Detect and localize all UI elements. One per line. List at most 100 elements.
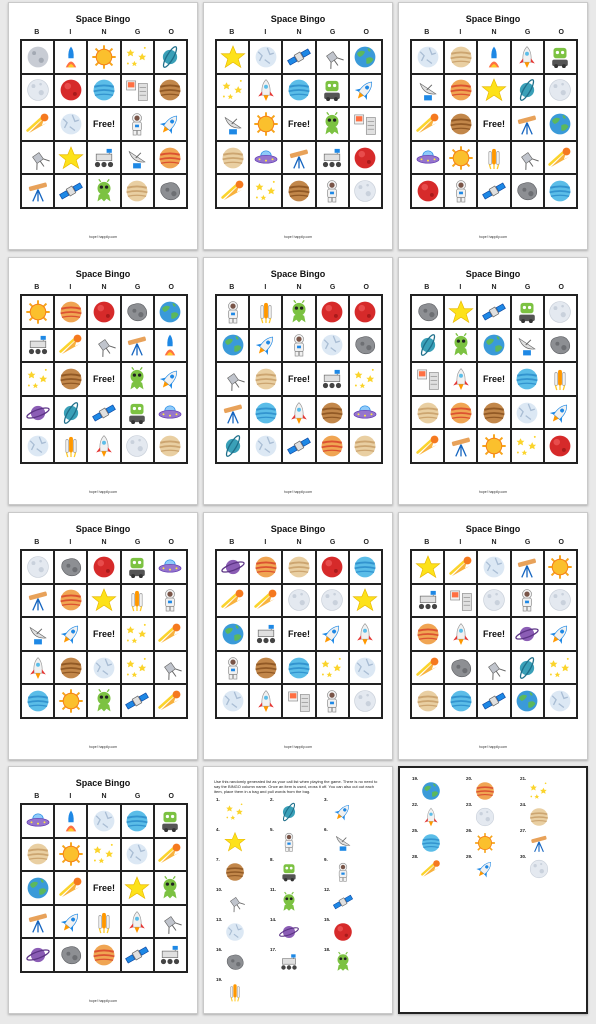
free-space: Free! xyxy=(477,107,511,141)
bingo-cell xyxy=(153,40,187,74)
item-number: 17. xyxy=(270,947,277,952)
bingo-cell xyxy=(153,804,187,838)
bingo-cell xyxy=(444,550,478,584)
bingo-cell xyxy=(153,395,187,430)
column-letter: I xyxy=(69,284,72,291)
planet-ice-icon xyxy=(253,44,279,70)
column-letter: B xyxy=(34,29,40,36)
bingo-cell xyxy=(120,550,154,584)
planet-brown-icon xyxy=(58,366,84,392)
bingo-grid: Free! xyxy=(215,294,383,464)
bingo-cell xyxy=(543,550,577,584)
bingo-grid: Free! xyxy=(410,294,578,464)
item-number: 7. xyxy=(216,857,220,862)
sun-icon xyxy=(25,299,51,325)
bingo-cell xyxy=(348,650,382,685)
call-list-item: 12. xyxy=(324,887,374,917)
column-letter: B xyxy=(34,284,40,291)
bingo-cell xyxy=(444,107,478,141)
comet-icon xyxy=(220,178,246,204)
free-label: Free! xyxy=(287,118,310,129)
column-letter: G xyxy=(329,539,336,546)
planet-red-icon xyxy=(319,299,345,325)
planet-ice-icon xyxy=(124,841,150,867)
item-number: 3. xyxy=(324,797,328,802)
bingo-cell xyxy=(120,837,154,872)
telescope-icon xyxy=(448,433,474,459)
column-letter: N xyxy=(491,539,497,546)
stars-icon xyxy=(124,655,150,681)
column-letter: I xyxy=(69,29,72,36)
astronaut-icon xyxy=(286,332,312,358)
bingo-cell xyxy=(249,550,283,584)
bingo-card-page: Space Bingo B I N G O Free! xyxy=(398,2,588,250)
space-shuttle-icon xyxy=(253,299,279,325)
satellite-icon xyxy=(319,44,345,70)
bingo-cell xyxy=(87,295,121,329)
column-letter: N xyxy=(491,29,497,36)
bingo-cell xyxy=(282,140,316,175)
bingo-grid: Free! xyxy=(410,39,578,209)
call-list-item: 20. xyxy=(466,776,516,806)
bingo-cell xyxy=(543,73,577,108)
bingo-cell xyxy=(54,617,88,651)
free-label: Free! xyxy=(287,373,310,384)
planet-jupiter-icon xyxy=(448,77,474,103)
alien-robot-icon xyxy=(278,861,300,883)
earth-icon xyxy=(514,688,540,714)
bingo-cell xyxy=(249,429,283,463)
page-footer: hope! happily.com xyxy=(88,999,118,1003)
bingo-cell xyxy=(444,362,478,396)
stars-icon xyxy=(528,780,550,802)
column-letter: I xyxy=(69,793,72,800)
sun-icon xyxy=(58,841,84,867)
column-letter: O xyxy=(168,284,174,291)
planet-ice-icon xyxy=(253,433,279,459)
bingo-cell xyxy=(444,429,478,463)
bingo-cell xyxy=(153,362,187,396)
star-icon xyxy=(448,299,474,325)
bingo-cell xyxy=(477,295,511,329)
page-footer: hope! happily.com xyxy=(283,490,313,494)
bingo-cell xyxy=(87,938,121,972)
column-letter: O xyxy=(558,284,564,291)
item-number: 19. xyxy=(412,776,419,781)
bingo-cell xyxy=(543,583,577,618)
rocket-icon xyxy=(514,44,540,70)
stars-icon xyxy=(352,366,378,392)
bingo-cell xyxy=(411,73,445,108)
item-number: 5. xyxy=(270,827,274,832)
bingo-cell xyxy=(477,40,511,74)
bingo-cell xyxy=(249,140,283,175)
bingo-cell xyxy=(315,395,349,430)
column-letter: N xyxy=(101,29,107,36)
bingo-cell xyxy=(543,174,577,208)
planet-purple-icon xyxy=(25,400,51,426)
call-list-item: 19. xyxy=(216,977,266,1007)
stars-icon xyxy=(224,801,246,823)
asteroid-icon xyxy=(224,951,246,973)
bingo-cell xyxy=(249,395,283,430)
bingo-cell xyxy=(153,295,187,329)
planet-brown-icon xyxy=(319,400,345,426)
ufo-icon xyxy=(157,554,183,580)
bingo-cell xyxy=(54,40,88,74)
bingo-cell xyxy=(315,328,349,363)
free-space: Free! xyxy=(282,617,316,651)
asteroid-icon xyxy=(58,554,84,580)
bingo-cell xyxy=(411,362,445,396)
bingo-cell xyxy=(216,550,250,584)
bingo-cell xyxy=(315,684,349,718)
asteroid-icon xyxy=(124,299,150,325)
bingo-cell xyxy=(510,395,544,430)
planet-ice-icon xyxy=(547,688,573,714)
bingo-cell xyxy=(348,550,382,584)
sun-icon xyxy=(481,433,507,459)
card-title: Space Bingo xyxy=(465,14,521,24)
bingo-cell xyxy=(21,904,55,939)
astronaut-icon xyxy=(319,688,345,714)
planet-blue-icon xyxy=(420,832,442,854)
planet-jupiter-icon xyxy=(415,621,441,647)
